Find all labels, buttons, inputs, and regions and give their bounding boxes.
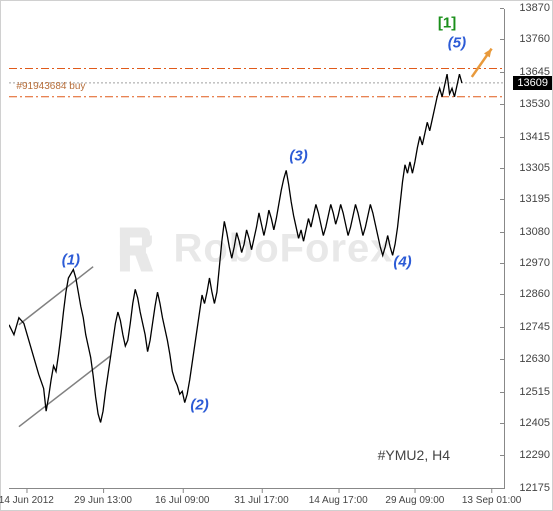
price-series [9, 74, 462, 422]
y-tick: 13870 [506, 2, 550, 14]
y-tick: 12630 [506, 353, 550, 365]
y-tick: 12745 [506, 321, 550, 333]
x-tick: 16 Jul 09:00 [155, 495, 210, 506]
wave-label: (4) [393, 254, 411, 271]
y-axis: 1387013760136451353013415133051319513080… [504, 9, 552, 489]
y-tick: 13645 [506, 66, 550, 78]
y-tick: 13415 [506, 131, 550, 143]
wave-label: (1) [62, 251, 80, 268]
wave-label: (3) [289, 148, 307, 165]
x-tick: 29 Jun 13:00 [74, 495, 132, 506]
channel-line [19, 356, 111, 427]
y-tick: 12860 [506, 288, 550, 300]
y-tick: 12515 [506, 386, 550, 398]
x-tick: 31 Jul 17:00 [234, 495, 289, 506]
y-tick: 13305 [506, 162, 550, 174]
wave-label: (2) [190, 397, 208, 414]
y-tick: 13760 [506, 33, 550, 45]
y-tick: 13080 [506, 226, 550, 238]
y-tick: 13530 [506, 98, 550, 110]
y-tick: 12970 [506, 257, 550, 269]
plot-area[interactable]: RoboForex #YMU2, H4 [1](5)(1)(2)(3)(4)#9… [9, 9, 504, 489]
x-tick: 14 Jun 2012 [0, 495, 54, 506]
buy-annotation: #91943684 buy [16, 81, 85, 92]
y-tick: 13195 [506, 193, 550, 205]
y-tick: 12175 [506, 482, 550, 494]
x-tick: 29 Aug 09:00 [385, 495, 444, 506]
channel-line [19, 267, 93, 325]
x-axis: 14 Jun 201229 Jun 13:0016 Jul 09:0031 Ju… [9, 488, 504, 510]
x-tick: 14 Aug 17:00 [309, 495, 368, 506]
y-tick: 12290 [506, 449, 550, 461]
y-tick: 12405 [506, 417, 550, 429]
ticker-label: #YMU2, H4 [378, 447, 450, 463]
wave-label: (5) [448, 34, 466, 51]
wave-label: [1] [438, 15, 456, 32]
chart-container: RoboForex #YMU2, H4 [1](5)(1)(2)(3)(4)#9… [0, 0, 553, 511]
x-tick: 13 Sep 01:00 [462, 495, 522, 506]
